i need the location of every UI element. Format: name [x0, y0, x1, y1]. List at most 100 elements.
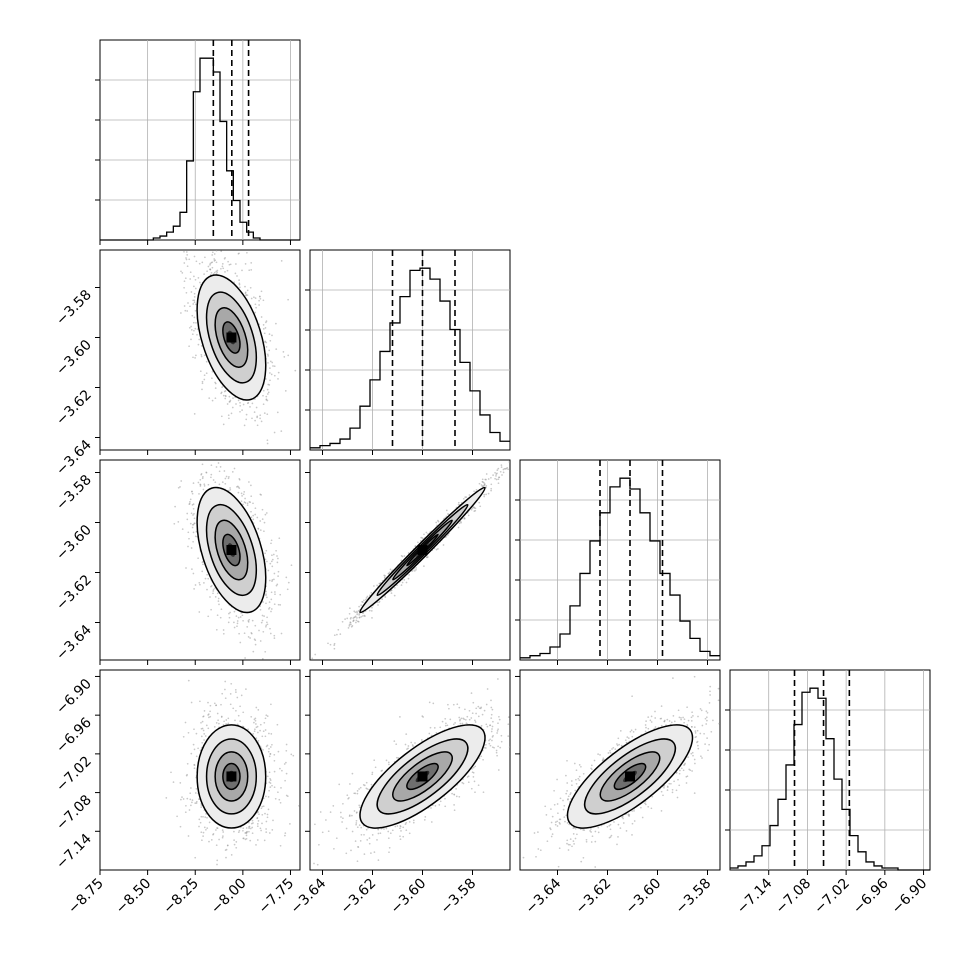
scatter-point — [246, 251, 248, 254]
scatter-point — [203, 273, 205, 275]
scatter-point — [275, 348, 278, 350]
scatter-point — [400, 554, 403, 557]
scatter-point — [235, 403, 237, 405]
scatter-point — [481, 478, 484, 481]
scatter-point — [241, 495, 243, 497]
scatter-point — [266, 439, 269, 442]
scatter-point — [495, 475, 497, 477]
scatter-point — [245, 418, 248, 421]
scatter-point — [218, 722, 220, 725]
scatter-point — [376, 584, 378, 587]
scatter-point — [355, 619, 358, 622]
scatter-point — [269, 360, 272, 363]
scatter-point — [270, 591, 273, 594]
scatter-point — [265, 549, 268, 552]
scatter-point — [224, 697, 227, 700]
scatter-point — [274, 591, 276, 593]
scatter-point — [283, 763, 286, 765]
scatter-point — [241, 269, 243, 272]
scatter-point — [357, 620, 360, 623]
scatter-point — [263, 530, 265, 533]
scatter-point — [233, 843, 236, 846]
scatter-point — [193, 316, 196, 319]
scatter-point — [199, 583, 201, 586]
scatter-point — [229, 488, 232, 491]
scatter-point — [198, 611, 201, 613]
scatter-point — [270, 598, 273, 601]
scatter-point — [268, 333, 271, 335]
scatter-point — [205, 471, 208, 474]
scatter-point — [352, 619, 355, 622]
scatter-point — [267, 391, 270, 394]
scatter-point — [228, 476, 230, 478]
scatter-point — [246, 504, 249, 506]
scatter-point — [224, 680, 227, 683]
scatter-point — [179, 825, 182, 828]
scatter-point — [226, 403, 229, 405]
scatter-point — [271, 743, 273, 746]
scatter-point — [212, 590, 215, 592]
scatter-point — [390, 592, 393, 594]
scatter-point — [195, 322, 197, 324]
scatter-point — [194, 802, 197, 804]
scatter-point — [220, 392, 222, 395]
scatter-point — [273, 365, 276, 368]
scatter-point — [266, 621, 268, 624]
scatter-point — [186, 762, 189, 765]
scatter-point — [333, 644, 336, 646]
scatter-point — [497, 482, 500, 485]
scatter-point — [283, 356, 286, 358]
scatter-point — [267, 383, 270, 386]
scatter-point — [490, 489, 492, 492]
scatter-point — [265, 378, 267, 380]
scatter-point — [473, 490, 475, 493]
scatter-point — [188, 537, 190, 540]
scatter-point — [261, 518, 264, 520]
scatter-point — [329, 643, 332, 646]
scatter-point — [269, 632, 272, 635]
scatter-point — [270, 610, 272, 613]
scatter-point — [198, 338, 201, 341]
scatter-point — [186, 518, 189, 521]
scatter-point — [165, 797, 168, 799]
scatter-point — [208, 840, 210, 843]
scatter-point — [254, 624, 257, 627]
scatter-point — [218, 470, 221, 473]
scatter-point — [215, 722, 218, 724]
scatter-point — [222, 423, 225, 426]
scatter-point — [252, 732, 255, 735]
scatter-point — [259, 520, 262, 522]
scatter-point — [242, 493, 245, 496]
scatter-point — [201, 388, 203, 391]
scatter-point — [193, 522, 196, 525]
scatter-point — [233, 610, 236, 613]
scatter-point — [191, 568, 193, 570]
scatter-point — [368, 609, 371, 612]
scatter-point — [236, 486, 238, 488]
scatter-point — [483, 484, 486, 487]
scatter-point — [219, 466, 222, 468]
scatter-point — [261, 735, 264, 738]
scatter-point — [472, 506, 475, 508]
scatter-point — [261, 619, 264, 622]
scatter-point — [294, 369, 297, 372]
scatter-point — [244, 291, 247, 294]
scatter-point — [271, 829, 274, 831]
scatter-point — [236, 622, 239, 625]
scatter-point — [483, 495, 486, 498]
scatter-point — [193, 255, 196, 258]
scatter-point — [194, 278, 197, 281]
scatter-point — [270, 373, 273, 376]
scatter-point — [182, 798, 185, 800]
scatter-point — [261, 657, 264, 660]
scatter-point — [228, 395, 231, 398]
scatter-point — [279, 593, 282, 596]
scatter-point — [242, 403, 245, 406]
scatter-point — [475, 489, 478, 491]
scatter-point — [228, 616, 231, 619]
scatter-point — [415, 568, 417, 571]
scatter-point — [214, 596, 217, 598]
scatter-point — [217, 462, 220, 464]
scatter-point — [198, 262, 201, 265]
scatter-point — [193, 763, 196, 766]
